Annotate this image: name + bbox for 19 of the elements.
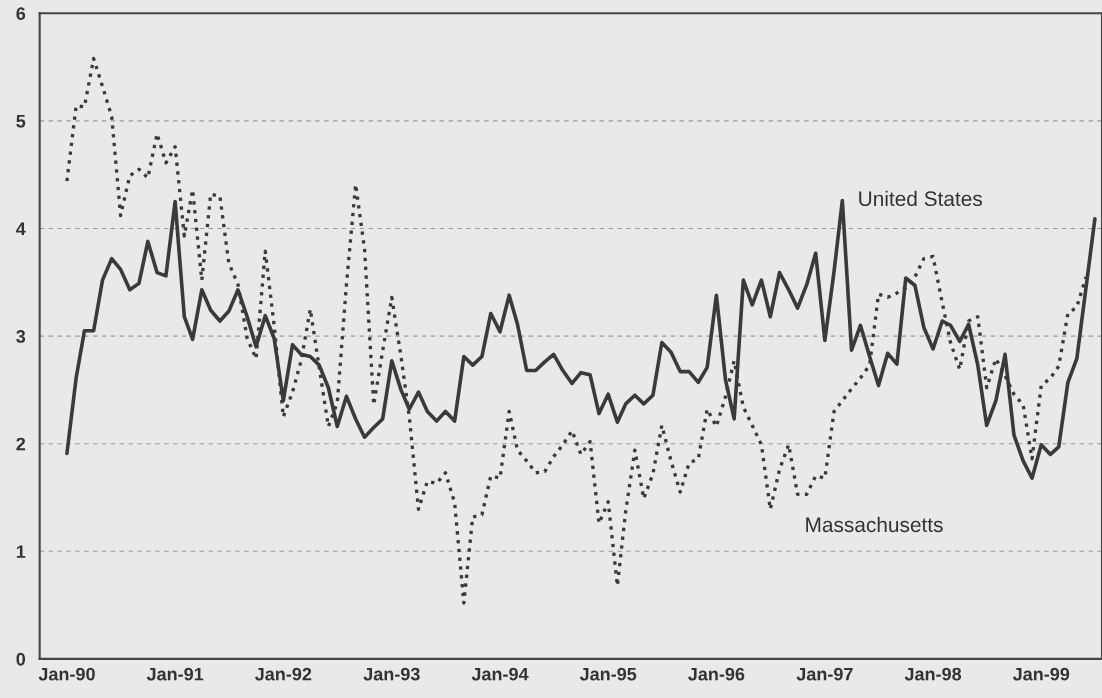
y-tick-label: 2: [16, 437, 26, 451]
y-tick-label: 4: [16, 222, 26, 236]
x-tick-label: Jan-93: [363, 667, 420, 681]
x-tick-label: Jan-99: [1012, 667, 1070, 681]
y-tick-label: 1: [16, 545, 26, 558]
y-tick-label: 3: [16, 330, 26, 343]
x-tick-label: Jan-90: [38, 667, 95, 681]
series-label: Massachusetts: [806, 516, 943, 533]
y-tick-label: 6: [16, 7, 26, 20]
x-tick-label: Jan-92: [254, 667, 312, 681]
x-tick-label: Jan-97: [796, 667, 853, 681]
y-tick-label: 5: [16, 114, 26, 128]
x-tick-label: Jan-95: [579, 667, 637, 681]
x-tick-label: Jan-91: [146, 667, 204, 681]
y-tick-label: 0: [16, 652, 26, 666]
x-tick-label: Jan-98: [904, 667, 962, 681]
series-label: United States: [859, 190, 982, 207]
x-tick-label: Jan-96: [688, 667, 745, 681]
x-tick-label: Jan-94: [471, 667, 529, 681]
